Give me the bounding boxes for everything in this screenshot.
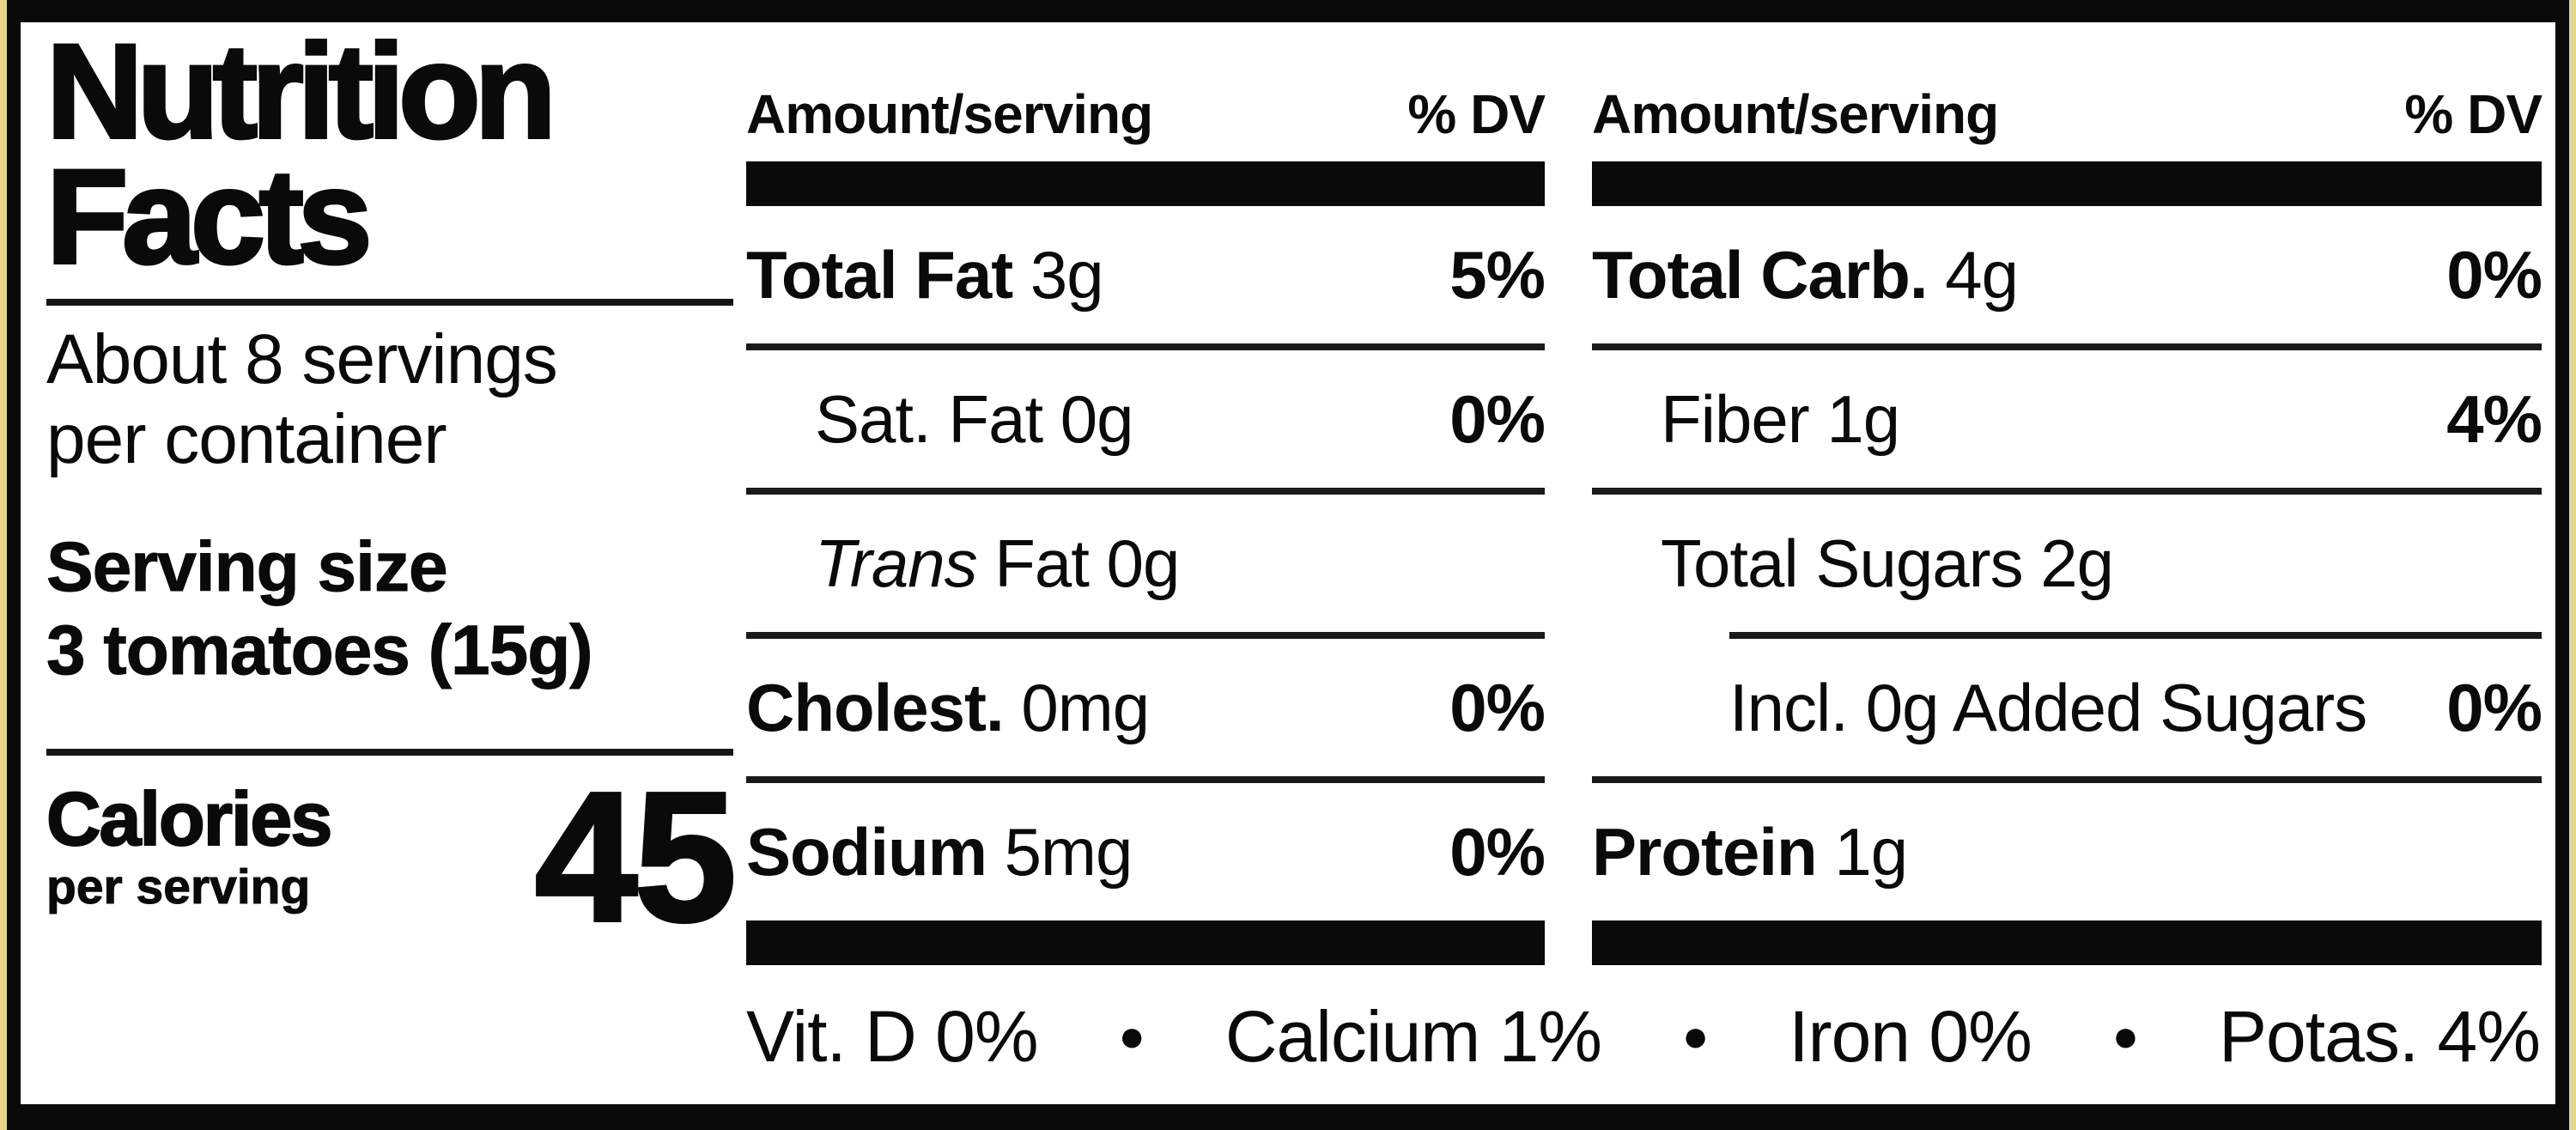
amount-per-serving-header: Amount/serving [1592,83,1999,145]
percent-dv-header: % DV [2404,83,2543,145]
nutrient-row-trans-fat: Trans Fat 0g [746,495,1545,632]
daily-value: 0% [2446,669,2543,745]
nutrient-name-bold: Total Fat [746,236,1013,313]
calories-label: Calories [46,776,333,861]
section-bar [1592,920,2542,965]
label-title: Nutrition Facts [45,17,733,292]
daily-value: 4% [2446,380,2543,457]
micronutrient-potassium: Potas. 4% [2219,995,2541,1077]
nutrient-name: Total Fat 3g [746,236,1104,314]
micronutrient-vitamin-d: Vit. D 0% [746,995,1039,1077]
label-title-line1: Nutrition [45,17,558,167]
nutrient-name-bold: Sodium [746,813,987,890]
nutrient-name: Fiber 1g [1661,380,1900,459]
nutrient-row-sat-fat: Sat. Fat 0g 0% [746,350,1546,488]
daily-value: 5% [1449,236,1546,313]
bullet-icon: ● [1118,1012,1145,1061]
nutrient-amount: 3g [1012,236,1104,313]
nutrition-facts-label: Nutrition Facts About 8 servings per con… [7,0,2569,1130]
daily-value: 0% [2446,236,2543,313]
calories-labels: Calories per serving [46,776,333,915]
divider [1729,632,2542,639]
nutrient-name: Total Carb. 4g [1592,236,2019,314]
nutrient-column-fat-sodium: Amount/serving % DV Total Fat 3g 5% Sat.… [746,22,1546,965]
label-title-line2: Facts [45,143,374,292]
nutrient-amount: Total Sugars 2g [1661,525,2114,601]
amount-per-serving-header: Amount/serving [746,83,1153,145]
nutrient-name-bold: Total Carb. [1592,236,1929,313]
divider [1592,776,2542,783]
nutrient-name: Incl. 0g Added Sugars [1729,669,2367,747]
bullet-icon: ● [2111,1012,2139,1061]
nutrient-amount: Incl. 0g Added Sugars [1729,669,2367,745]
serving-size-value: 3 tomatoes (15g) [46,611,594,690]
daily-value: 0% [1449,380,1546,457]
nutrient-name: Sodium 5mg [746,813,1133,891]
micronutrients-row: Vit. D 0% ● Calcium 1% ● Iron 0% ● Potas… [746,969,2541,1104]
nutrient-amount: Fiber 1g [1661,380,1900,457]
summary-panel: Nutrition Facts About 8 servings per con… [45,17,738,960]
nutrient-name: Cholest. 0mg [746,669,1150,747]
micronutrient-iron: Iron 0% [1789,995,2032,1077]
servings-per-container: About 8 servings per container [46,319,733,479]
divider [746,488,1545,495]
calories-value: 45 [533,753,738,960]
section-bar [1592,161,2542,206]
servings-line1: About 8 servings [46,320,558,398]
nutrient-name: Sat. Fat 0g [815,380,1134,459]
section-bar [746,161,1545,206]
section-bar [746,920,1545,965]
serving-size: Serving size 3 tomatoes (15g) [46,526,733,692]
divider [1592,343,2542,350]
servings-line2: per container [46,400,447,478]
divider [46,749,733,756]
nutrient-row-total-carb: Total Carb. 4g 0% [1592,206,2543,343]
daily-value: 0% [1449,669,1546,745]
nutrient-amount: Fat 0g [976,525,1180,601]
column-header: Amount/serving % DV [1592,22,2543,161]
nutrient-amount: 4g [1927,236,2019,313]
nutrient-row-sodium: Sodium 5mg 0% [746,783,1546,920]
nutrient-row-added-sugars: Incl. 0g Added Sugars 0% [1592,639,2543,776]
nutrient-row-protein: Protein 1g [1592,783,2542,920]
nutrient-name-italic: Trans [815,525,978,601]
divider [746,343,1545,350]
nutrient-column-carb-protein: Amount/serving % DV Total Carb. 4g 0% Fi… [1592,22,2543,965]
nutrient-row-cholesterol: Cholest. 0mg 0% [746,639,1546,776]
nutrient-amount: 1g [1816,813,1908,890]
serving-size-label: Serving size [46,528,449,607]
nutrient-amount: Sat. Fat 0g [815,380,1134,457]
divider [1592,488,2542,495]
nutrient-name-bold: Protein [1592,813,1818,890]
bullet-icon: ● [1681,1012,1709,1061]
divider [46,299,733,306]
nutrient-row-total-fat: Total Fat 3g 5% [746,206,1546,343]
nutrient-name: Protein 1g [1592,813,1908,891]
column-header: Amount/serving % DV [746,22,1546,161]
nutrient-amount: 0mg [1003,669,1150,745]
daily-value: 0% [1449,813,1546,890]
divider [746,776,1545,783]
micronutrient-calcium: Calcium 1% [1224,995,1602,1077]
percent-dv-header: % DV [1407,83,1546,145]
nutrient-name-bold: Cholest. [746,669,1005,745]
nutrient-row-total-sugars: Total Sugars 2g [1592,495,2542,632]
nutrient-name: Trans Fat 0g [815,525,1180,603]
calories-section: Calories per serving 45 [46,753,738,960]
nutrient-amount: 5mg [987,813,1133,890]
nutrient-name: Total Sugars 2g [1661,525,2114,603]
nutrient-row-fiber: Fiber 1g 4% [1592,350,2543,488]
calories-sublabel: per serving [46,860,311,915]
divider [746,632,1545,639]
